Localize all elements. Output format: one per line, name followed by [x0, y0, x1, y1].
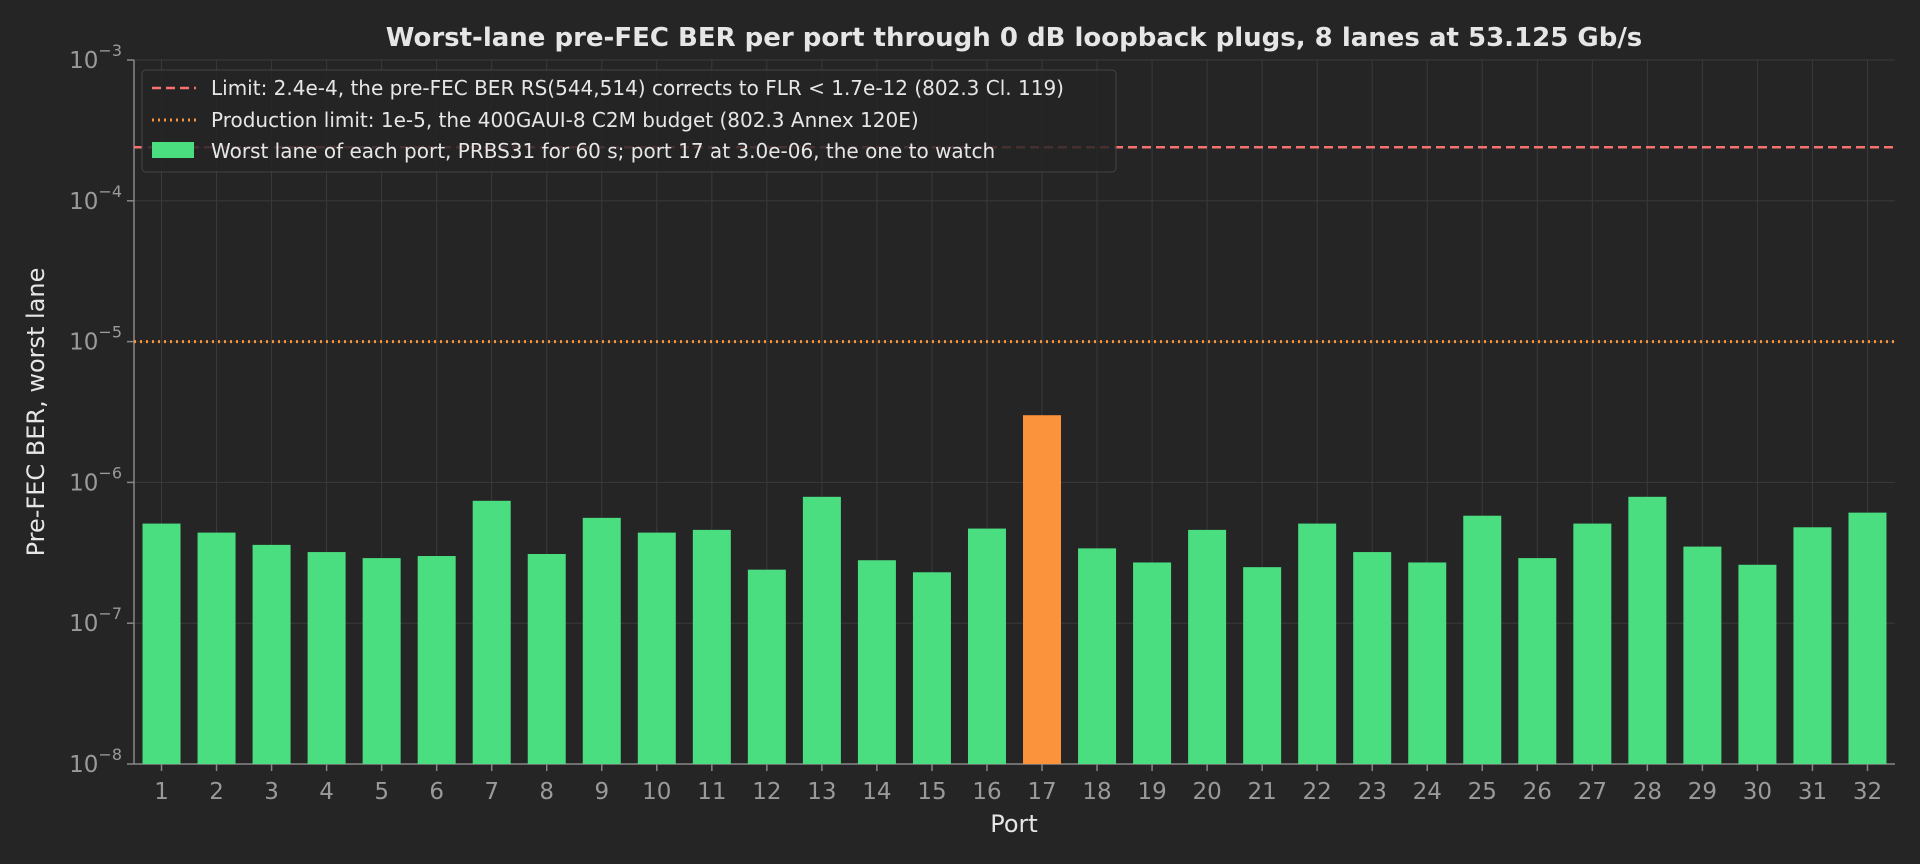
bar	[1243, 567, 1282, 764]
bar	[1298, 523, 1337, 764]
x-tick-label: 11	[697, 779, 726, 805]
x-tick-label: 27	[1578, 779, 1607, 805]
x-tick-label: 12	[752, 779, 781, 805]
x-tick-label: 25	[1468, 779, 1497, 805]
bar	[1408, 562, 1447, 764]
x-tick-label: 18	[1082, 779, 1111, 805]
legend-limit-label: Limit: 2.4e-4, the pre-FEC BER RS(544,51…	[211, 76, 1064, 100]
bar	[582, 517, 621, 764]
bar	[637, 532, 676, 764]
bar	[1628, 496, 1667, 764]
x-tick-label: 10	[642, 779, 671, 805]
chart-title: Worst-lane pre-FEC BER per port through …	[386, 23, 1643, 53]
x-tick-label: 15	[917, 779, 946, 805]
x-tick-label: 1	[154, 779, 169, 805]
bar	[252, 544, 291, 764]
x-tick-label: 31	[1798, 779, 1827, 805]
x-tick-label: 21	[1248, 779, 1277, 805]
x-ticks: 1 2 3 4 5 6 7 8 9 10 11 12 13 14 15 16 17 18 19 20 21 22 23 24 2…	[154, 764, 1882, 805]
x-tick-label: 30	[1743, 779, 1772, 805]
y-tick-label: 10−4	[69, 182, 122, 215]
x-tick-label: 24	[1413, 779, 1442, 805]
x-tick-label: 26	[1523, 779, 1552, 805]
x-tick-label: 8	[539, 779, 554, 805]
y-tick-label: 10−8	[69, 745, 122, 778]
bar	[912, 572, 951, 764]
legend-bar-swatch	[152, 142, 194, 158]
x-tick-label: 20	[1192, 779, 1221, 805]
bar	[527, 554, 566, 764]
x-tick-label: 2	[209, 779, 224, 805]
x-tick-label: 23	[1358, 779, 1387, 805]
x-tick-label: 17	[1027, 779, 1056, 805]
bar	[1078, 548, 1117, 764]
legend: Limit: 2.4e-4, the pre-FEC BER RS(544,51…	[141, 69, 1117, 173]
x-tick-label: 28	[1633, 779, 1662, 805]
bar-port-17-highlighted	[1023, 415, 1062, 764]
bar	[1848, 512, 1887, 764]
x-tick-label: 7	[484, 779, 499, 805]
y-tick-label: 10−5	[69, 323, 122, 356]
reference-lines	[134, 146, 1895, 344]
x-tick-label: 32	[1853, 779, 1882, 805]
x-tick-label: 9	[594, 779, 609, 805]
bar	[417, 556, 456, 764]
x-tick-label: 14	[862, 779, 891, 805]
y-tick-label: 10−7	[69, 604, 122, 637]
bar	[692, 529, 731, 764]
x-tick-label: 19	[1137, 779, 1166, 805]
bar	[1683, 546, 1722, 764]
y-ticks: 10−8 10−7 10−6 10−5 10−4 10−3	[69, 41, 134, 778]
bar	[1738, 564, 1777, 764]
x-tick-label: 16	[972, 779, 1001, 805]
x-tick-label: 3	[264, 779, 279, 805]
x-tick-label: 29	[1688, 779, 1717, 805]
x-tick-label: 4	[319, 779, 334, 805]
legend-bar-label: Worst lane of each port, PRBS31 for 60 s…	[211, 139, 995, 163]
bar	[1793, 527, 1832, 764]
x-tick-label: 22	[1303, 779, 1332, 805]
bar	[857, 560, 896, 764]
bar	[1188, 529, 1227, 764]
bar	[307, 552, 346, 764]
bar	[1463, 515, 1502, 764]
bar	[1518, 558, 1557, 764]
y-tick-label: 10−3	[69, 41, 122, 74]
y-axis-label: Pre-FEC BER, worst lane	[22, 268, 50, 557]
bar	[472, 500, 511, 764]
x-tick-label: 5	[374, 779, 389, 805]
bar	[1353, 552, 1392, 764]
bar	[802, 496, 841, 764]
bars	[142, 415, 1887, 764]
bar	[747, 569, 786, 764]
x-tick-label: 6	[429, 779, 444, 805]
bar	[1573, 523, 1612, 764]
x-axis-label: Port	[990, 810, 1038, 838]
bar	[1133, 562, 1172, 764]
y-tick-label: 10−6	[69, 463, 122, 496]
legend-box	[141, 69, 1117, 173]
bar	[967, 528, 1006, 764]
bar	[197, 532, 236, 764]
x-tick-label: 13	[807, 779, 836, 805]
bar	[362, 558, 401, 764]
bar	[142, 523, 181, 764]
legend-production-limit-label: Production limit: 1e-5, the 400GAUI-8 C2…	[211, 108, 919, 132]
